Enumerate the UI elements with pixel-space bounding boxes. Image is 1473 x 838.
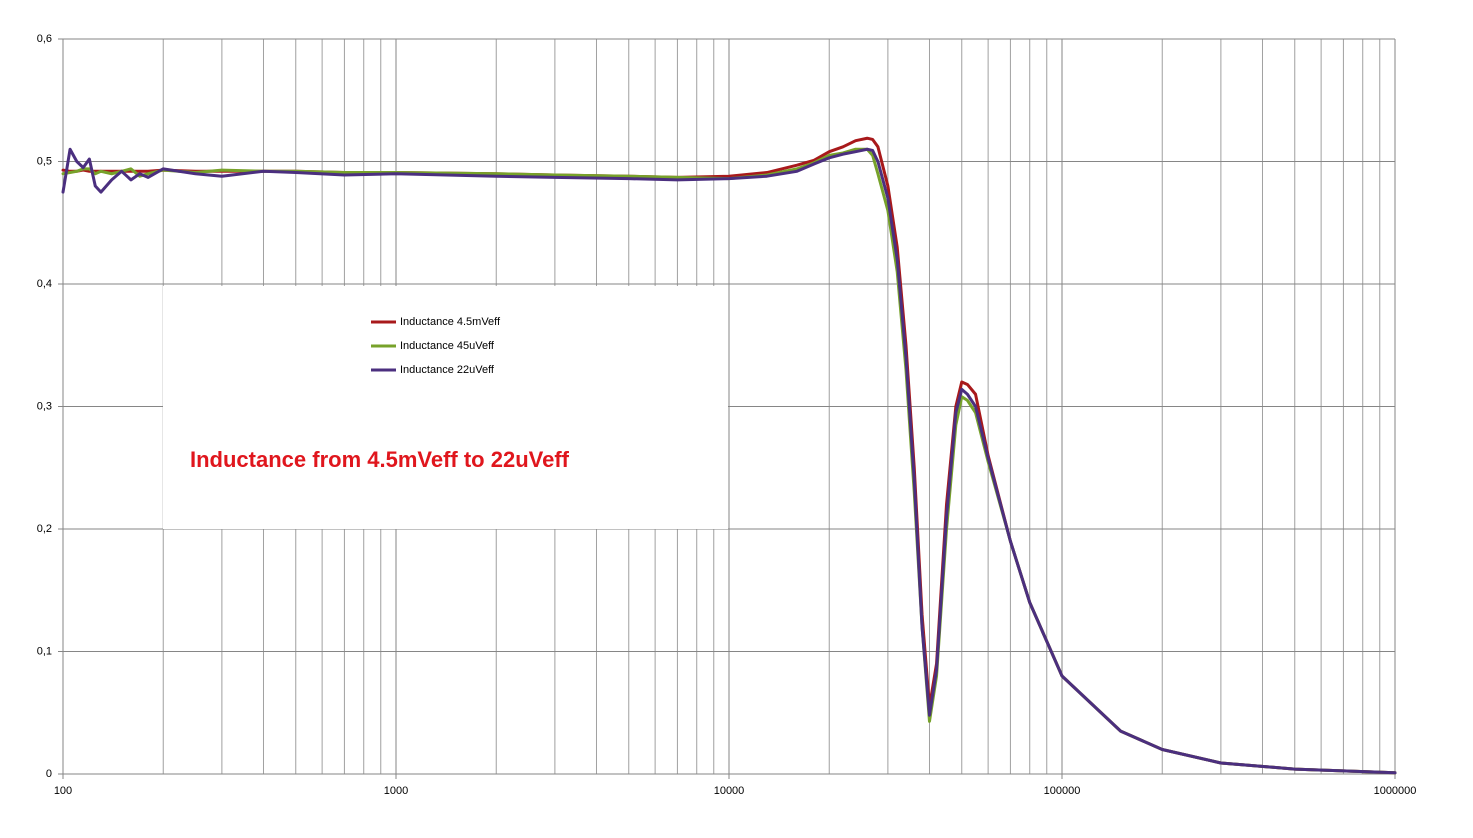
x-tick-label: 1000000: [1374, 785, 1417, 797]
y-tick-label: 0,3: [37, 400, 52, 412]
y-tick-label: 0,1: [37, 645, 52, 657]
x-tick-label: 100000: [1044, 785, 1081, 797]
y-tick-label: 0,6: [37, 33, 52, 45]
y-tick-label: 0,2: [37, 523, 52, 535]
x-tick-label: 100: [54, 785, 72, 797]
plot: [61, 136, 1397, 775]
y-tick-label: 0: [46, 768, 52, 780]
series-line: [61, 136, 1397, 775]
legend-label: Inductance 22uVeff: [400, 364, 495, 376]
x-tick-label: 1000: [384, 785, 408, 797]
legend-label: Inductance 4.5mVeff: [400, 316, 501, 328]
series-line: [61, 147, 1397, 775]
annotation: Inductance from 4.5mVeff to 22uVeff: [190, 447, 570, 472]
legend-box: [163, 286, 728, 529]
y-tick-label: 0,4: [37, 278, 52, 290]
legend-label: Inductance 45uVeff: [400, 340, 495, 352]
x-tick-label: 10000: [714, 785, 745, 797]
y-tick-label: 0,5: [37, 155, 52, 167]
